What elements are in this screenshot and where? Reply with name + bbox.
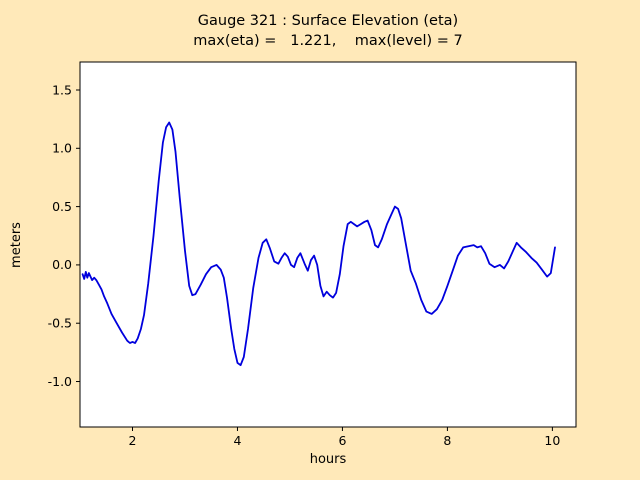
y-axis-ticks: -1.0 -0.5 0.0 0.5 1.0 1.5 xyxy=(48,82,80,389)
y-tick-label: 1.5 xyxy=(52,82,72,97)
chart-title: Gauge 321 : Surface Elevation (eta) xyxy=(197,13,459,29)
x-tick-label: 10 xyxy=(544,433,560,448)
y-tick-label: 1.0 xyxy=(52,141,72,156)
x-axis-label: hours xyxy=(309,452,347,467)
x-tick-label: 4 xyxy=(233,433,241,448)
eta-line-series xyxy=(81,121,556,367)
axes-box xyxy=(79,61,577,428)
x-tick-label: 2 xyxy=(129,433,137,448)
y-axis-label: meters xyxy=(9,222,24,268)
y-tick-label: -0.5 xyxy=(48,316,72,331)
y-tick-label: 0.0 xyxy=(52,257,72,272)
x-tick-label: 8 xyxy=(443,433,451,448)
y-tick-label: -1.0 xyxy=(48,374,72,389)
chart-subtitle: max(eta) = 1.221, max(level) = 7 xyxy=(193,33,463,49)
y-tick-label: 0.5 xyxy=(52,199,72,214)
x-axis-ticks: 2 4 6 8 10 xyxy=(129,427,560,448)
x-tick-label: 6 xyxy=(338,433,346,448)
